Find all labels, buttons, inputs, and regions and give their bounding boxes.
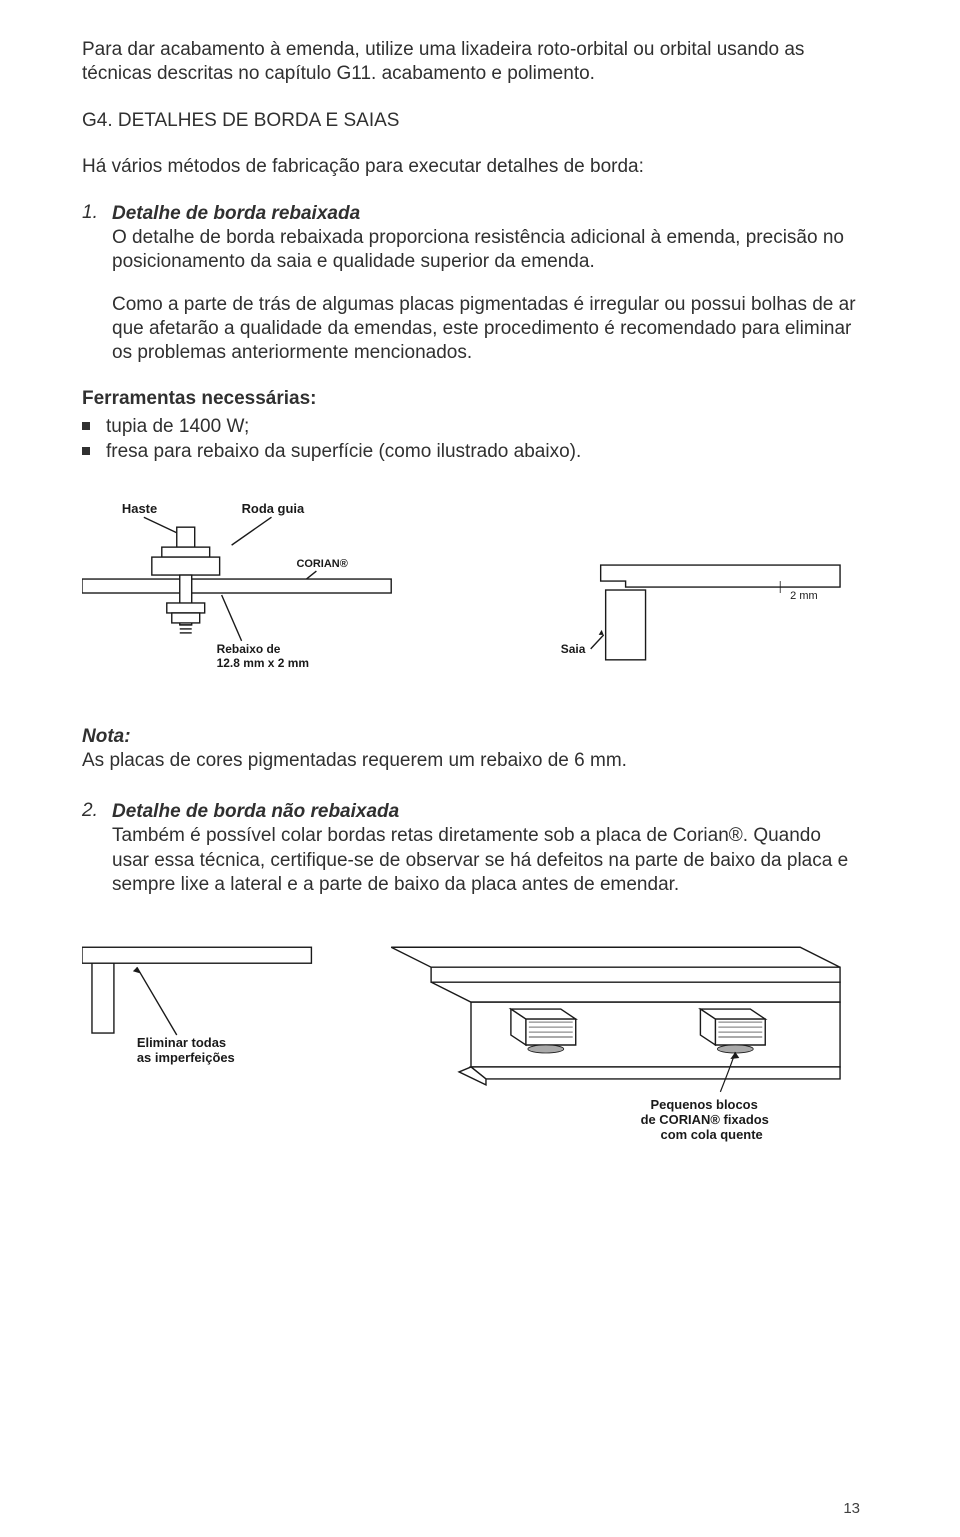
item1-title: Detalhe de borda rebaixada (112, 203, 360, 224)
list-number: 2. (82, 800, 112, 897)
nota-text: As placas de cores pigmentadas requerem … (82, 750, 627, 771)
svg-text:Rebaixo de: Rebaixo de (217, 642, 281, 656)
page-number: 13 (843, 1500, 860, 1517)
svg-text:com cola quente: com cola quente (661, 1127, 763, 1142)
list-item-1: 1. Detalhe de borda rebaixada O detalhe … (82, 202, 860, 275)
tools-list: tupia de 1400 W; fresa para rebaixo da s… (82, 414, 860, 465)
item1-body1: O detalhe de borda rebaixada proporciona… (112, 227, 844, 272)
tool-item: fresa para rebaixo da superfície (como i… (82, 439, 860, 465)
list-number: 1. (82, 202, 112, 275)
svg-text:Eliminar todas: Eliminar todas (137, 1035, 226, 1050)
svg-text:Pequenos blocos: Pequenos blocos (651, 1097, 758, 1112)
list-body: Detalhe de borda rebaixada O detalhe de … (112, 202, 860, 275)
svg-text:Roda guia: Roda guia (242, 501, 305, 516)
nota-block: Nota: As placas de cores pigmentadas req… (82, 725, 860, 774)
tool-item: tupia de 1400 W; (82, 414, 860, 440)
svg-text:Haste: Haste (122, 501, 157, 516)
svg-text:as imperfeições: as imperfeições (137, 1050, 235, 1065)
section-heading: G4. DETALHES DE BORDA E SAIAS (82, 109, 860, 134)
list-item-2: 2. Detalhe de borda não rebaixada Também… (82, 800, 860, 897)
list-body: Detalhe de borda não rebaixada Também é … (112, 800, 860, 897)
figure-borda-nao-rebaixada: Eliminar todas as imperfeições (82, 917, 860, 1177)
item2-title: Detalhe de borda não rebaixada (112, 801, 399, 822)
svg-text:Saia: Saia (561, 642, 586, 656)
svg-text:de CORIAN® fixados: de CORIAN® fixados (641, 1112, 769, 1127)
item2-body: Também é possível colar bordas retas dir… (112, 825, 848, 895)
svg-text:CORIAN®: CORIAN® (296, 558, 347, 570)
item1-body2: Como a parte de trás de algumas placas p… (112, 293, 860, 366)
intro-paragraph: Para dar acabamento à emenda, utilize um… (82, 38, 860, 87)
figure-rebaixo-tool: Haste Roda guia CORIAN® Rebaixo de 12.8 … (82, 495, 860, 695)
svg-text:2 mm: 2 mm (790, 590, 817, 602)
section-intro: Há vários métodos de fabricação para exe… (82, 155, 860, 179)
svg-text:12.8 mm x 2 mm: 12.8 mm x 2 mm (217, 656, 309, 670)
tools-heading: Ferramentas necessárias: (82, 388, 860, 410)
nota-label: Nota: (82, 726, 131, 747)
